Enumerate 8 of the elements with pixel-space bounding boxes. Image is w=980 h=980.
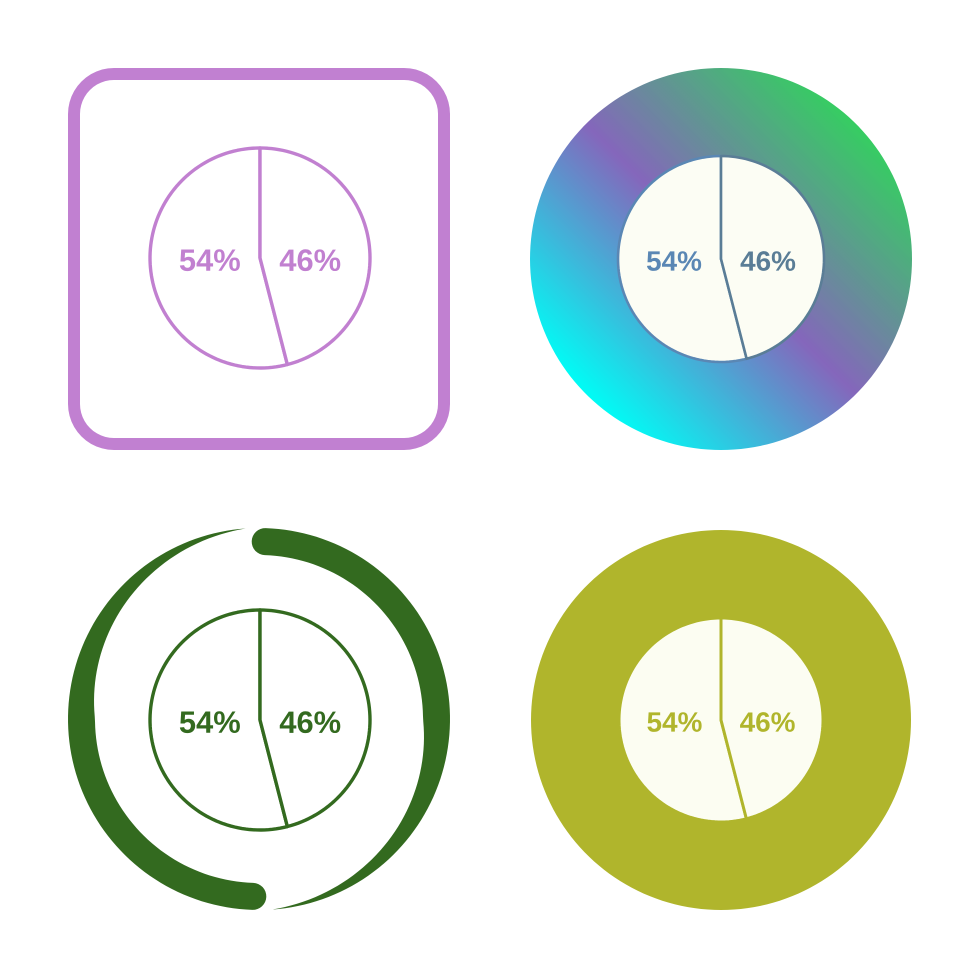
data-label: 46% <box>280 711 340 734</box>
data-label: 54% <box>180 249 240 272</box>
data-label: 54% <box>646 251 702 271</box>
data-label: 54% <box>647 712 702 732</box>
data-label: 54% <box>180 711 240 734</box>
data-label: 46% <box>740 712 795 732</box>
data-label: 46% <box>740 251 796 271</box>
data-label: 46% <box>280 249 340 272</box>
